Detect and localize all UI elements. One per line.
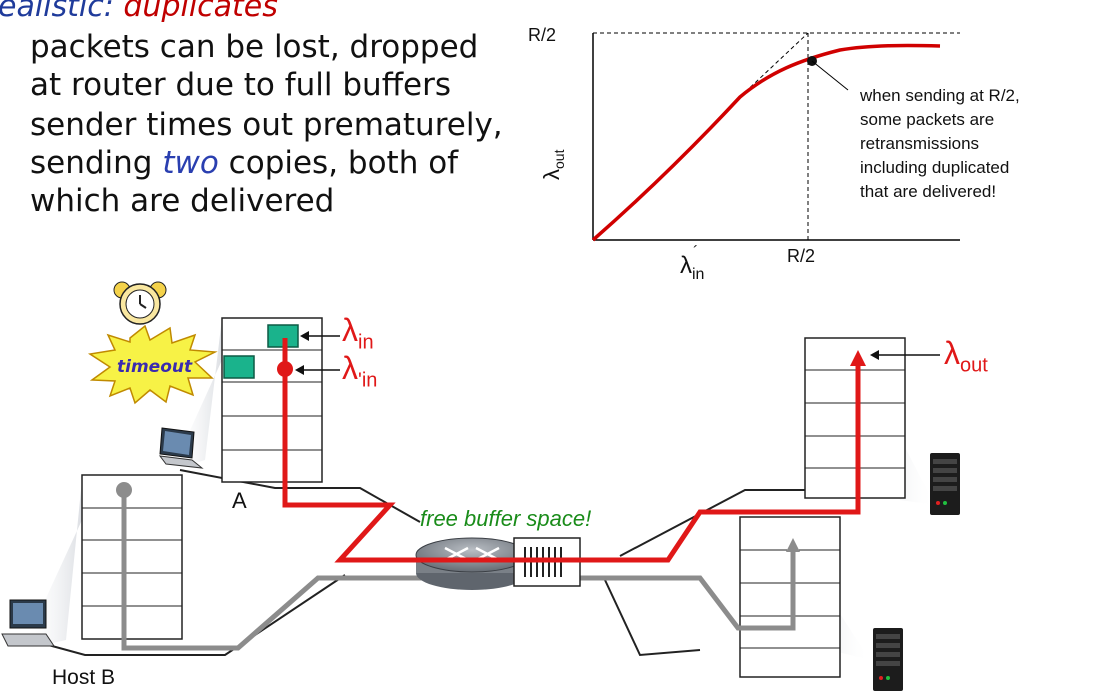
- link-router-server-top: [619, 489, 820, 557]
- x-tick-r2: R/2: [787, 246, 815, 266]
- x-axis-prime: ´: [693, 244, 698, 261]
- host-b-shadow: [22, 480, 82, 650]
- free-buffer-label: free buffer space!: [420, 506, 592, 531]
- annotation-line-1: when sending at R/2,: [860, 86, 1020, 105]
- svg-text:λout: λout: [539, 149, 567, 180]
- desktop-computer-icon: [1, 599, 55, 647]
- host-a-arrowhead: [850, 350, 866, 366]
- chart-annotation: when sending at R/2, some packets are re…: [860, 84, 1100, 204]
- bullet-2-line-3: which are delivered: [30, 183, 335, 219]
- slide-title: ealistic: duplicates: [0, 0, 278, 24]
- annotation-leader: [811, 60, 849, 91]
- bullet-2-pre: sending: [30, 145, 163, 181]
- timeout-burst: timeout: [87, 324, 218, 405]
- host-b-source-dot: [116, 482, 132, 498]
- bullet-lost-packets: packets can be lost, dropped at router d…: [30, 28, 560, 104]
- bullet-1-line-1: packets can be lost, dropped: [30, 29, 479, 65]
- annotation-line-5: that are delivered!: [860, 182, 997, 201]
- lambda-prime-in-arrowhead: [295, 365, 304, 375]
- bullet-premature-timeout: sender times out prematurely, sending tw…: [30, 106, 560, 220]
- host-a-queue: [221, 317, 323, 483]
- lambda-prime-in-label: λ'in: [342, 350, 378, 392]
- timeout-label: timeout: [117, 357, 193, 377]
- router: [415, 537, 581, 590]
- host-b-queue: [81, 474, 183, 640]
- lambda-in-arrowhead: [300, 331, 309, 341]
- x-axis-label: λin: [680, 252, 704, 283]
- host-a-flow-path: [282, 338, 861, 563]
- laptop-icon: [158, 427, 204, 469]
- bullet-2-post: copies, both of: [218, 145, 459, 181]
- server-icon-bottom: [873, 628, 903, 691]
- link-router-server-bottom: [604, 579, 701, 657]
- packet-retransmitted: [223, 355, 255, 379]
- bullet-2-line-2: sending two copies, both of: [30, 144, 560, 182]
- bullet-1-line-2: at router due to full buffers: [30, 67, 452, 103]
- y-tick-r2: R/2: [528, 25, 556, 45]
- annotation-line-4: including duplicated: [860, 158, 1010, 177]
- host-a-label: A: [232, 488, 247, 513]
- annotation-line-2: some packets are: [860, 110, 995, 129]
- annotation-line-3: retransmissions: [860, 134, 980, 153]
- bullet-2-line-1: sender times out prematurely,: [30, 107, 503, 143]
- link-b-router: [29, 574, 346, 656]
- receiver-bottom-queue: [739, 516, 841, 678]
- lambda-out-label: λout: [944, 335, 988, 377]
- alarm-clock-icon: [113, 281, 167, 325]
- host-b-arrowhead: [786, 538, 800, 552]
- y-axis-label: λout: [539, 149, 567, 180]
- title-main: duplicates: [123, 0, 278, 24]
- throughput-curve: [591, 43, 941, 242]
- host-a-shadow: [172, 318, 222, 470]
- title-lead: ealistic:: [0, 0, 114, 24]
- bullet-2-emphasis: two: [162, 145, 219, 181]
- retransmit-dot: [277, 361, 293, 377]
- lambda-out-arrowhead: [870, 350, 879, 360]
- throughput-chart: R/2 R/2 λout λin ´: [528, 25, 960, 283]
- host-b-label: Host B: [52, 666, 116, 689]
- server-icon-top: [930, 453, 960, 515]
- lambda-in-label: λin: [342, 312, 374, 354]
